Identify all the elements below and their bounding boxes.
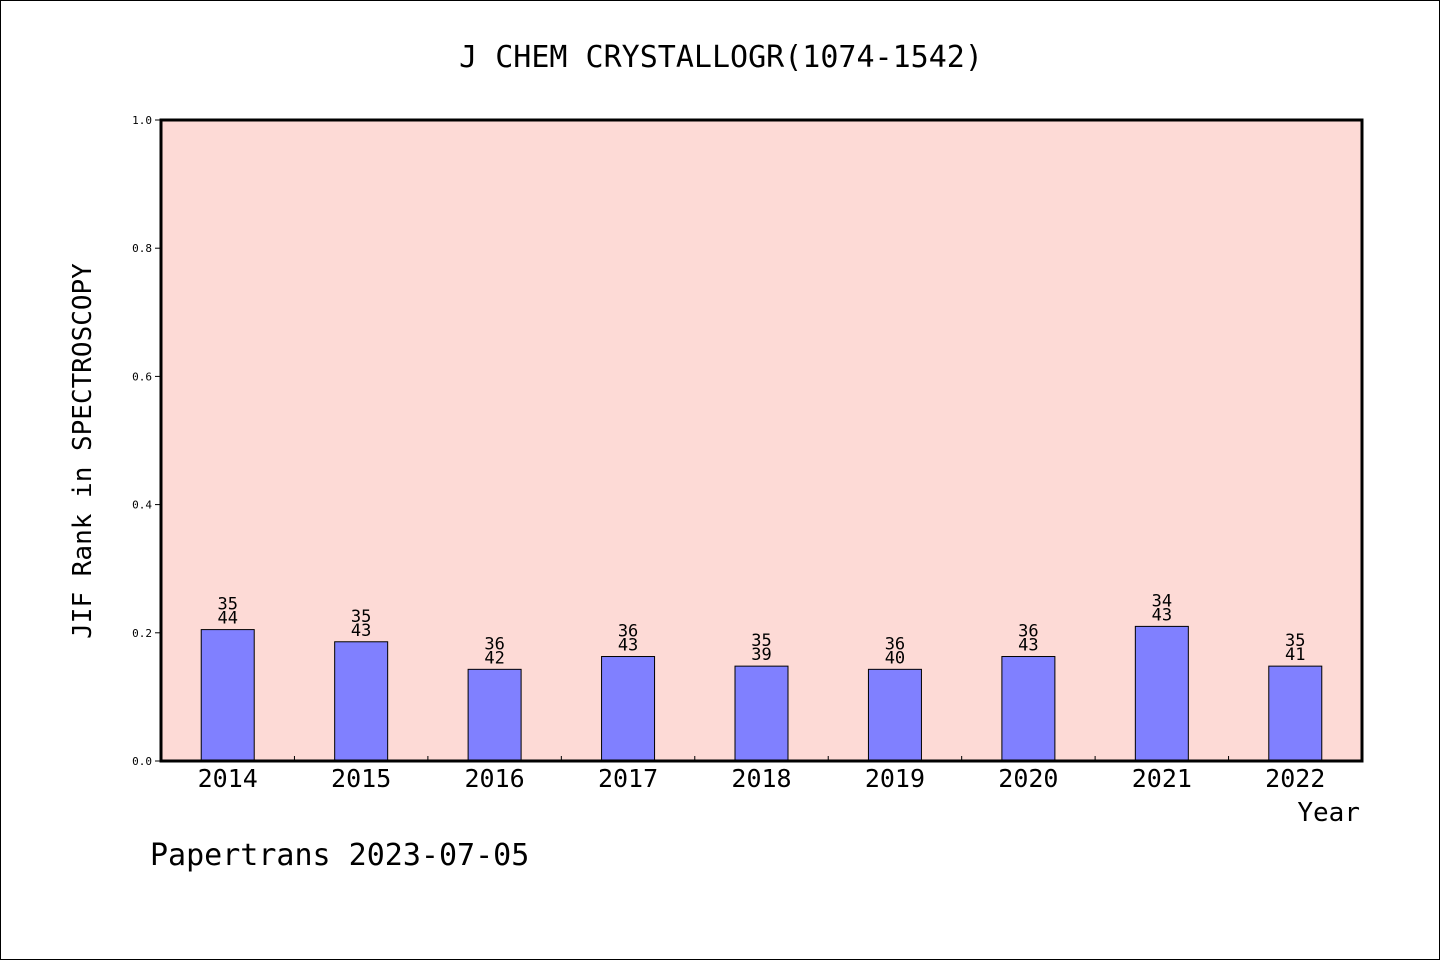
x-tick-label: 2021: [1132, 764, 1192, 793]
bar-rank-label: 35: [1285, 631, 1305, 651]
y-tick-label: 0.0: [132, 755, 152, 768]
x-axis-label: Year: [1297, 798, 1360, 828]
bar-rank-label: 36: [618, 622, 638, 642]
bar: [334, 641, 389, 762]
bar-total-label: 42: [484, 648, 504, 668]
bar: [734, 665, 789, 762]
bar-total-label: 43: [1018, 636, 1038, 656]
y-tick-label: 1.0: [132, 114, 152, 127]
bar-total-label: 43: [351, 621, 371, 641]
bar-total-label: 40: [885, 648, 905, 668]
bar: [1268, 665, 1323, 762]
bar: [1134, 625, 1189, 762]
bar-total-label: 43: [1152, 605, 1172, 625]
x-tick-label: 2017: [598, 764, 658, 793]
y-tick-label: 0.8: [132, 242, 152, 255]
y-axis-label: JIF Rank in SPECTROSCOPY: [68, 263, 98, 639]
bar-rank-label: 36: [484, 634, 504, 654]
bar-total-label: 41: [1285, 645, 1305, 665]
bar: [601, 656, 656, 762]
x-tick-label: 2018: [731, 764, 791, 793]
x-tick-label: 2014: [198, 764, 258, 793]
chart-title: J CHEM CRYSTALLOGR(1074-1542): [459, 40, 983, 75]
bar: [467, 668, 522, 762]
bar-rank-label: 35: [751, 631, 771, 651]
bar: [867, 668, 922, 762]
bar-rank-label: 36: [885, 634, 905, 654]
x-tick-label: 2019: [865, 764, 925, 793]
bar-total-label: 44: [217, 609, 237, 629]
x-tick-label: 2015: [331, 764, 391, 793]
x-tick-label: 2022: [1265, 764, 1325, 793]
y-axis: 0.0 0.2 0.4 0.6 0.8 1.0: [132, 114, 161, 768]
bar-total-label: 39: [751, 645, 771, 665]
x-tick-label: 2020: [998, 764, 1058, 793]
bar-total-label: 43: [618, 636, 638, 656]
y-tick-label: 0.4: [132, 499, 152, 512]
y-tick-label: 0.2: [132, 627, 152, 640]
x-tick-label: 2016: [465, 764, 525, 793]
bar-rank-label: 34: [1152, 591, 1172, 611]
bar-rank-label: 36: [1018, 622, 1038, 642]
y-tick-label: 0.6: [132, 370, 152, 383]
bar-rank-label: 35: [217, 595, 237, 615]
bar: [200, 629, 255, 762]
x-axis: 2014 2015 2016 2017 2018 2019 2020 2021 2022: [198, 756, 1325, 793]
footer-credit: Papertrans 2023-07-05: [150, 838, 529, 873]
plot-frame: [159, 118, 1364, 763]
bar-rank-label: 35: [351, 607, 371, 627]
bar: [1001, 656, 1056, 762]
